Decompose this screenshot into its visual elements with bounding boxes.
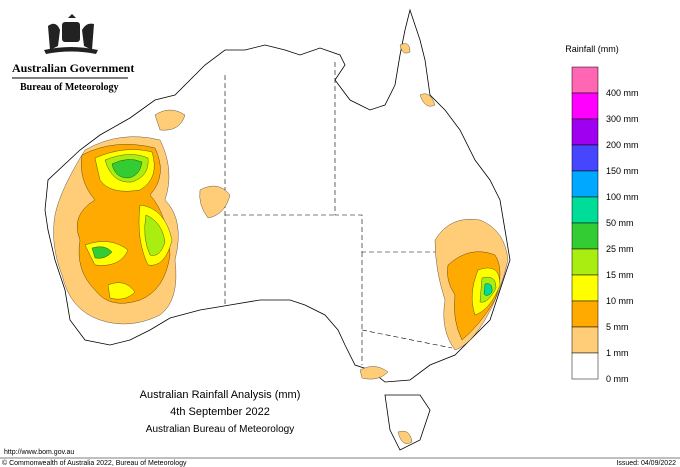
legend-label: 200 mm: [606, 140, 639, 150]
legend-title: Rainfall (mm): [565, 44, 619, 54]
legend-swatch: [571, 66, 599, 94]
rain-east: [359, 43, 509, 444]
rain-wa: [53, 109, 231, 325]
legend-label: 100 mm: [606, 192, 639, 202]
legend-swatch: [571, 92, 599, 120]
legend-label: 1 mm: [606, 348, 629, 358]
legend-label: 400 mm: [606, 88, 639, 98]
bureau: Bureau of Meteorology: [20, 82, 119, 93]
issued: Issued: 04/09/2022: [616, 460, 676, 467]
url[interactable]: http://www.bom.gov.au: [4, 449, 74, 456]
legend-label: 0 mm: [606, 374, 629, 384]
legend-swatch: [571, 222, 599, 250]
emblem: [44, 14, 98, 54]
tasmania: [384, 394, 431, 451]
legend-label: 50 mm: [606, 218, 634, 228]
legend-swatch: [571, 352, 599, 380]
legend-swatch: [571, 248, 599, 276]
copyright: © Commonwealth of Australia 2022, Bureau…: [2, 459, 187, 467]
legend-swatch: [571, 170, 599, 198]
caption-agency: Australian Bureau of Meteorology: [146, 424, 294, 435]
legend-label: 5 mm: [606, 322, 629, 332]
caption-date: 4th September 2022: [170, 406, 270, 418]
legend-label: 10 mm: [606, 296, 634, 306]
legend-swatch: [571, 274, 599, 302]
map: [44, 8, 511, 451]
legend-label: 300 mm: [606, 114, 639, 124]
legend-swatch: [571, 326, 599, 354]
legend-swatch: [571, 300, 599, 328]
legend-label: 150 mm: [606, 166, 639, 176]
government: Australian Government: [12, 61, 134, 75]
legend-label: 25 mm: [606, 244, 634, 254]
caption-title: Australian Rainfall Analysis (mm): [140, 389, 301, 401]
legend-swatch: [571, 196, 599, 224]
legend: Rainfall (mm) 400 mm 300 mm 200 mm 150 mm 10…: [565, 44, 638, 384]
legend-label: 15 mm: [606, 270, 634, 280]
legend-swatch: [571, 118, 599, 146]
legend-swatch: [571, 144, 599, 172]
